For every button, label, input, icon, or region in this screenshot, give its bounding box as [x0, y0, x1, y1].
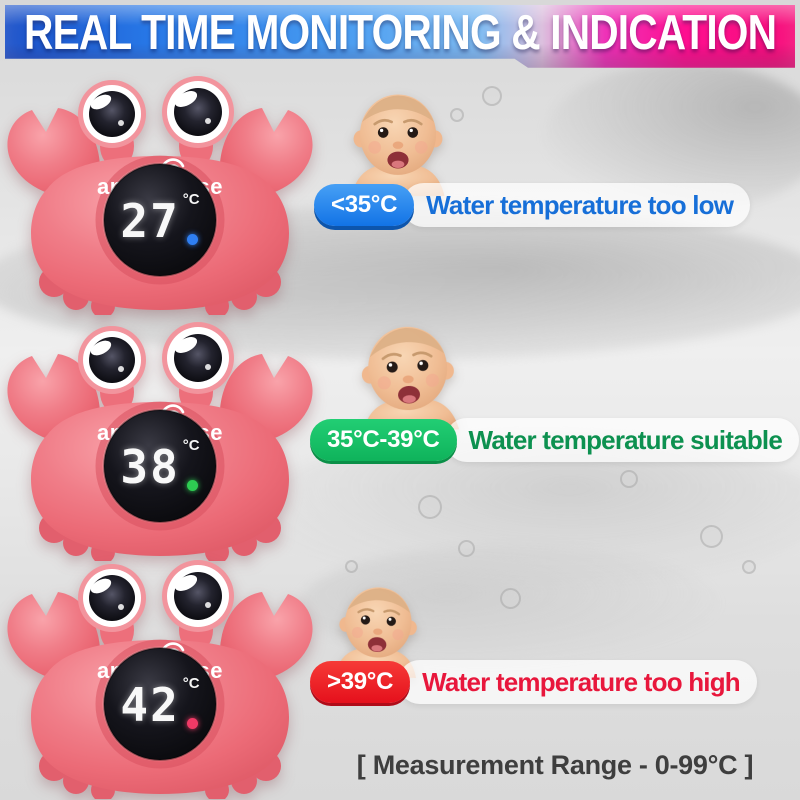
status-indicator-dot	[186, 717, 198, 729]
row-temperature-suitable: 38 °C 35°C-39°C Water temperature suitab…	[0, 316, 800, 561]
temperature-readout: 42 °C	[100, 666, 220, 744]
temperature-unit: °C	[182, 436, 200, 454]
water-bubble	[450, 108, 464, 122]
range-badge: >39°C	[310, 661, 411, 703]
status-indicator-dot	[186, 233, 198, 245]
indication-callout: 35°C-39°C Water temperature suitable	[310, 418, 799, 462]
row-temperature-too-low: 27 °C <35°C Water temperature too low	[0, 70, 800, 315]
temperature-unit: °C	[182, 190, 200, 208]
row-temperature-too-high: 42 °C >39°C Water temperature too high	[0, 554, 800, 799]
banner: REAL TIME MONITORING & INDICATION	[5, 5, 795, 68]
indication-label: Water temperature too high	[422, 666, 741, 697]
indication-label: Water temperature too low	[426, 189, 734, 220]
banner-title: REAL TIME MONITORING & INDICATION	[23, 5, 777, 60]
water-bubble	[620, 470, 638, 488]
water-bubble	[345, 560, 358, 573]
water-bubble	[482, 86, 502, 106]
label-pill: Water temperature suitable	[444, 418, 799, 462]
temperature-readout: 27 °C	[100, 182, 220, 260]
baby-photo	[334, 86, 462, 196]
label-pill: Water temperature too low	[402, 183, 751, 227]
temperature-value: 42	[120, 678, 180, 732]
water-bubble	[500, 588, 521, 609]
indication-label: Water temperature suitable	[468, 424, 783, 455]
range-badge: <35°C	[314, 184, 415, 226]
indication-callout: <35°C Water temperature too low	[314, 183, 751, 227]
label-pill: Water temperature too high	[398, 660, 757, 704]
status-indicator-dot	[186, 479, 198, 491]
temperature-readout: 38 °C	[100, 428, 220, 506]
water-bubble	[742, 560, 756, 574]
temperature-value: 27	[120, 194, 180, 248]
temperature-value: 38	[120, 440, 180, 494]
temperature-unit: °C	[182, 674, 200, 692]
measurement-range-note: [ Measurement Range - 0-99°C ]	[356, 750, 754, 780]
water-bubble	[700, 525, 723, 548]
indication-callout: >39°C Water temperature too high	[310, 660, 757, 704]
range-badge: 35°C-39°C	[310, 419, 457, 461]
water-bubble	[458, 540, 475, 557]
water-bubble	[418, 495, 442, 519]
